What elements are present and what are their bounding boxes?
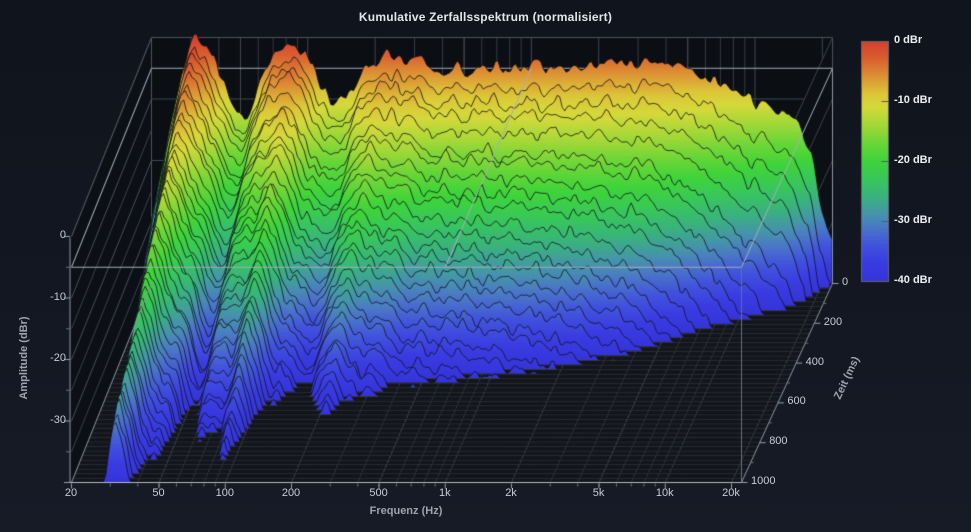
chart-title: Kumulative Zerfallsspektrum (normalisier…	[358, 10, 613, 24]
x-tick-label: 1k	[438, 487, 451, 499]
colorbar-label: -40 dBr	[894, 274, 932, 286]
y-tick-label: -30	[50, 413, 66, 426]
x-tick-label: 50	[152, 487, 165, 499]
x-tick-label: 20k	[722, 487, 740, 499]
x-tick-label: 100	[215, 487, 234, 499]
x-axis-title: Frequenz (Hz)	[369, 505, 443, 517]
z-tick-label: 400	[805, 355, 824, 368]
y-tick-label: -20	[50, 352, 66, 364]
colorbar-label: -10 dBr	[894, 94, 932, 106]
x-tick-label: 500	[369, 487, 388, 499]
x-tick-label: 10k	[655, 487, 674, 499]
z-tick-label: 0	[842, 276, 849, 288]
z-tick-label: 600	[787, 395, 806, 408]
y-tick-label: 0	[59, 229, 66, 241]
z-tick-label: 200	[823, 315, 843, 328]
x-tick-label: 5k	[592, 487, 605, 499]
colorbar-label: 0 dBr	[894, 34, 923, 46]
z-tick-label: 1000	[751, 475, 776, 487]
x-tick-label: 20	[64, 487, 78, 499]
z-tick-label: 800	[769, 435, 788, 448]
x-tick-label: 2k	[505, 487, 517, 499]
colorbar-label: -20 dBr	[894, 154, 932, 166]
y-tick-label: -10	[50, 290, 66, 303]
colorbar-label: -30 dBr	[894, 214, 932, 226]
x-tick-label: 200	[281, 487, 301, 499]
